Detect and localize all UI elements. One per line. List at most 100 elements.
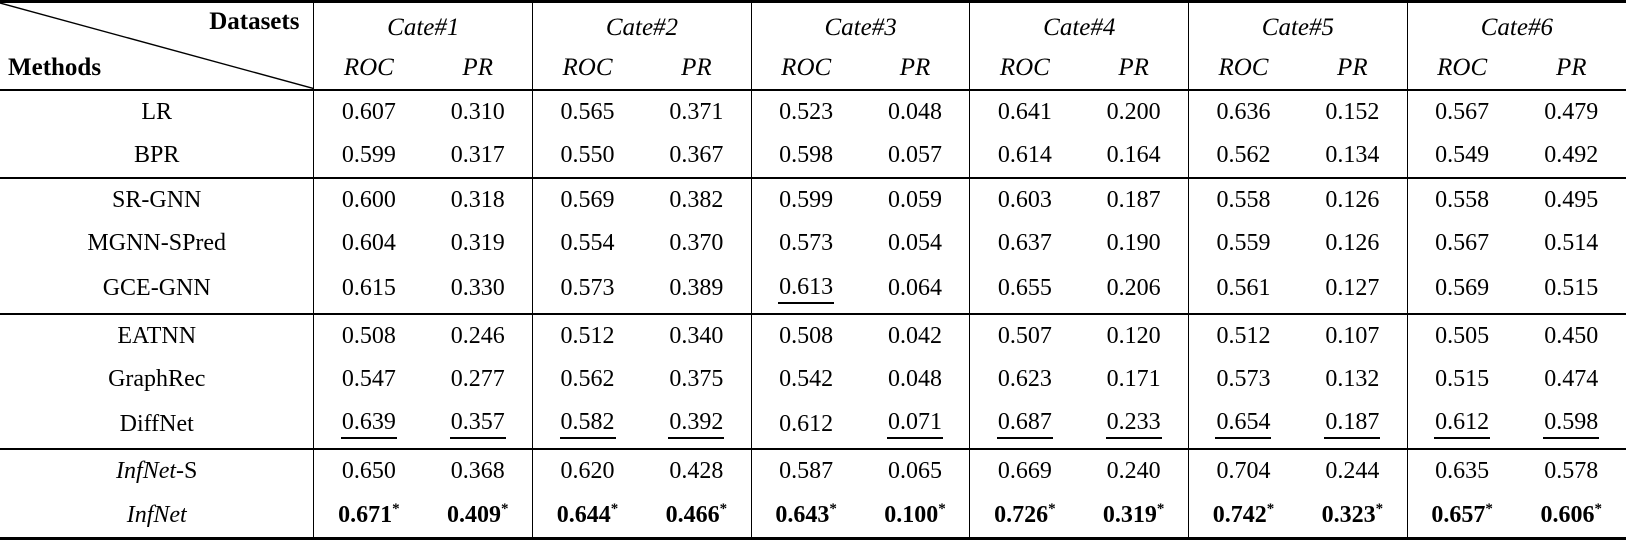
metric-value-cell: 0.623 <box>969 357 1080 401</box>
metric-value-cell: 0.657* <box>1406 493 1517 539</box>
metric-value-cell: 0.612 <box>1406 400 1517 450</box>
metric-value: 0.187 <box>1106 186 1161 213</box>
metric-value-cell: 0.492 <box>1517 134 1626 178</box>
metric-header-pr: PR <box>641 46 752 91</box>
metric-value-cell: 0.310 <box>423 90 532 134</box>
metric-value: 0.240 <box>1106 458 1161 485</box>
metric-value-cell: 0.613 <box>750 264 861 314</box>
table-row: GraphRec 0.547 0.277 0.562 0.375 0.542 0.048 0.… <box>0 357 1626 401</box>
method-name-segment: InfNet <box>126 501 187 528</box>
table-row: GCE-GNN 0.615 0.330 0.573 0.389 0.613 0.064 0.6… <box>0 264 1626 314</box>
metric-value: 0.200 <box>1106 98 1161 125</box>
metric-value: 0.065 <box>888 458 942 485</box>
metric-value: 0.515 <box>1544 275 1599 302</box>
corner-methods-label: Methods <box>8 53 102 81</box>
metric-value: 0.330 <box>450 275 505 302</box>
metric-value-cell: 0.048 <box>861 358 970 401</box>
metric-value-cell: 0.389 <box>642 265 751 314</box>
metric-value: 0.562 <box>1216 141 1271 168</box>
metric-value: 0.357 <box>449 409 506 440</box>
metric-value: 0.671 <box>338 501 393 528</box>
metric-value-cell: 0.507 <box>969 312 1080 358</box>
metric-value: 0.071 <box>887 409 943 440</box>
method-name: InfNet <box>0 494 314 539</box>
metric-value-cell: 0.409* <box>423 494 532 539</box>
metric-value-cell: 0.367 <box>642 134 751 178</box>
method-name-segment: DiffNet <box>119 410 194 437</box>
metric-value-cell: 0.650 <box>313 448 424 494</box>
metric-value-cell: 0.071 <box>861 400 970 449</box>
metric-value: 0.562 <box>560 365 615 392</box>
dataset-header-cate6: Cate#6 <box>1406 1 1626 47</box>
metric-value: 0.319 <box>450 229 505 256</box>
metric-value-cell: 0.558 <box>1406 176 1517 223</box>
table-row: EATNN 0.508 0.246 0.512 0.340 0.508 0.042 0.507… <box>0 312 1626 358</box>
metric-value-cell: 0.479 <box>1517 90 1626 134</box>
metric-value: 0.368 <box>450 458 505 485</box>
metric-value-cell: 0.392 <box>642 400 751 449</box>
significance-star: * <box>500 500 509 517</box>
table-header: Datasets Methods Cate#1 Cate#2 Cate#3 Ca… <box>0 1 1626 91</box>
metric-value: 0.612 <box>1434 409 1491 440</box>
metric-value: 0.549 <box>1435 141 1490 168</box>
metric-value: 0.152 <box>1325 98 1380 125</box>
metric-header-pr: PR <box>423 46 533 91</box>
metric-value: 0.578 <box>1544 458 1599 485</box>
metric-value-cell: 0.598 <box>750 133 861 178</box>
dataset-header-cate2: Cate#2 <box>532 1 752 47</box>
metric-value-cell: 0.562 <box>1188 133 1298 178</box>
metric-value-cell: 0.636 <box>1188 89 1298 134</box>
metric-value: 0.559 <box>1216 229 1271 256</box>
metric-value: 0.187 <box>1324 409 1381 440</box>
metric-value-cell: 0.573 <box>1188 357 1298 401</box>
metric-value: 0.636 <box>1216 98 1271 125</box>
metric-value-cell: 0.371 <box>642 90 751 134</box>
significance-star: * <box>1048 500 1056 517</box>
metric-value-cell: 0.515 <box>1517 265 1626 314</box>
metric-value-cell: 0.578 <box>1516 448 1626 494</box>
metric-value: 0.655 <box>997 275 1052 302</box>
metric-value-cell: 0.164 <box>1079 134 1188 178</box>
metric-value-cell: 0.246 <box>423 312 533 358</box>
metric-value-cell: 0.126 <box>1298 222 1407 265</box>
metric-value-cell: 0.375 <box>642 358 751 401</box>
metric-value-cell: 0.132 <box>1298 358 1407 401</box>
metric-value-cell: 0.064 <box>861 265 970 314</box>
method-name: EATNN <box>0 312 314 358</box>
method-name-segment: BPR <box>134 141 180 168</box>
metric-value-cell: 0.317 <box>423 134 532 178</box>
metric-value: 0.319 <box>1102 501 1157 528</box>
metric-value: 0.606 <box>1540 501 1595 528</box>
metric-value: 0.635 <box>1435 458 1490 485</box>
metric-value: 0.573 <box>1216 365 1271 392</box>
metric-value: 0.615 <box>341 275 396 302</box>
metric-value: 0.613 <box>778 274 835 304</box>
metric-value-cell: 0.639 <box>313 400 424 450</box>
metric-value: 0.059 <box>888 186 942 213</box>
metric-value: 0.277 <box>450 365 505 392</box>
metric-value-cell: 0.244 <box>1297 448 1408 494</box>
diagonal-divider <box>0 3 313 89</box>
table-row: SR-GNN 0.600 0.318 0.569 0.382 0.599 0.059 0.60… <box>0 176 1626 223</box>
metric-value-cell: 0.190 <box>1079 222 1188 265</box>
metric-value: 0.100 <box>884 501 939 528</box>
metric-value-cell: 0.643* <box>750 493 861 539</box>
metric-value-cell: 0.600 <box>313 176 424 223</box>
metric-header-pr: PR <box>1079 46 1189 91</box>
metric-value-cell: 0.059 <box>860 176 970 223</box>
method-name-segment: -S <box>176 458 198 485</box>
metric-value-cell: 0.559 <box>1188 222 1298 265</box>
dataset-header-cate5: Cate#5 <box>1188 1 1408 47</box>
table-row: InfNet-S 0.650 0.368 0.620 0.428 0.587 0.065 0.… <box>0 448 1626 494</box>
metric-value-cell: 0.319 <box>423 222 532 265</box>
metric-value-cell: 0.569 <box>1406 264 1517 314</box>
table-row: LR 0.607 0.310 0.565 0.371 0.523 0.048 0.641 0.2… <box>0 89 1626 134</box>
metric-value-cell: 0.505 <box>1406 312 1517 358</box>
metric-value-cell: 0.573 <box>532 264 642 314</box>
metric-value-cell: 0.474 <box>1517 358 1626 401</box>
metric-value-cell: 0.508 <box>750 312 861 358</box>
metric-value-cell: 0.368 <box>423 448 533 494</box>
metric-value-cell: 0.357 <box>423 400 532 449</box>
metric-value-cell: 0.127 <box>1298 265 1407 314</box>
metric-value: 0.495 <box>1544 186 1599 213</box>
